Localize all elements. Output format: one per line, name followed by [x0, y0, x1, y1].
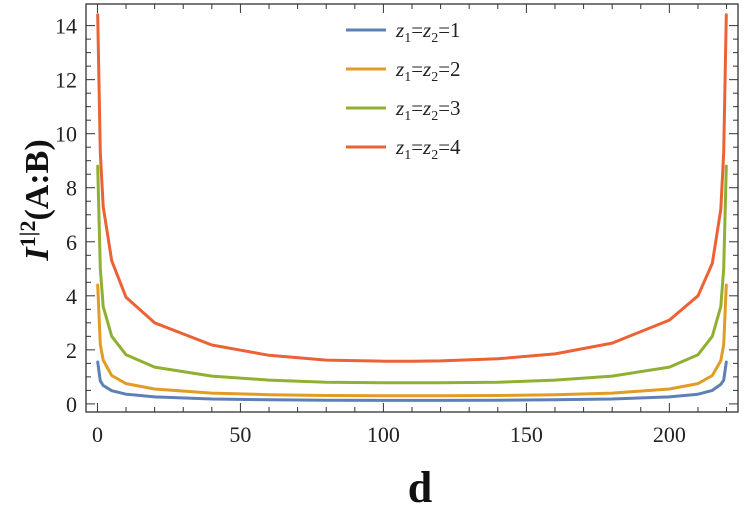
y-tick-label: 6 — [66, 230, 77, 255]
axes: 0 50 100 150 200 0 2 4 6 8 10 12 14 — [55, 3, 739, 447]
x-tick-label: 0 — [92, 422, 103, 447]
y-axis-label: I1|2(A:B) — [15, 139, 56, 261]
legend-label-1: z1=z2=1 — [395, 18, 461, 46]
legend-label-3: z1=z2=3 — [395, 96, 461, 124]
y-tick-label: 10 — [55, 122, 77, 147]
x-axis-label: d — [408, 463, 432, 512]
series-line-4 — [96, 13, 728, 363]
y-tick-label: 14 — [55, 14, 77, 39]
legend-label-2: z1=z2=2 — [395, 57, 461, 85]
y-axis-label-base: I — [19, 246, 56, 262]
legend-label-4: z1=z2=4 — [395, 135, 461, 163]
legend: z1=z2=1 z1=z2=2 z1=z2=3 z1=z2=4 — [346, 18, 461, 163]
y-tick-label: 8 — [66, 176, 77, 201]
y-tick-label: 4 — [66, 284, 77, 309]
y-tick-label: 12 — [55, 68, 77, 93]
x-tick-label: 200 — [653, 422, 686, 447]
series-line-1 — [96, 360, 728, 402]
y-tick-label: 0 — [66, 392, 77, 417]
y-axis-label-arg: (A:B) — [19, 139, 56, 220]
series-group — [96, 13, 728, 402]
x-tick-label: 100 — [367, 422, 400, 447]
series-line-2 — [96, 283, 728, 398]
series-line-3 — [96, 164, 728, 385]
x-tick-label: 50 — [229, 422, 251, 447]
y-tick-label: 2 — [66, 338, 77, 363]
y-axis-label-sup: 1|2 — [15, 221, 40, 248]
x-tick-label: 150 — [510, 422, 543, 447]
